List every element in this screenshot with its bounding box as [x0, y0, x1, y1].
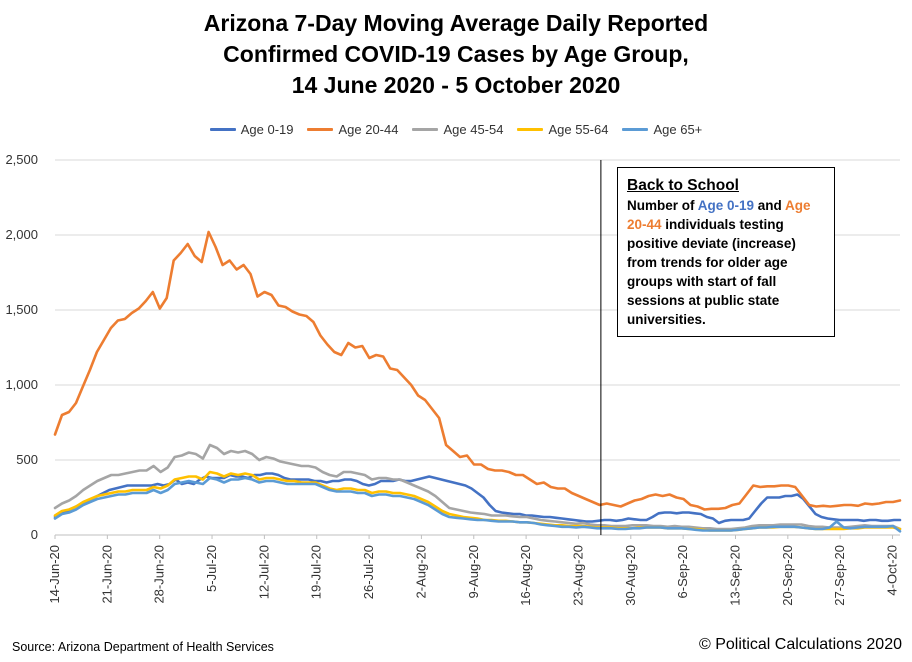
y-tick-label: 1,000: [5, 377, 38, 392]
x-tick-label: 19-Jul-20: [309, 545, 324, 599]
y-tick-label: 2,000: [5, 227, 38, 242]
x-tick-label: 9-Aug-20: [466, 545, 481, 598]
legend-item: Age 55-64: [517, 122, 608, 137]
chart-title-line-3: 14 June 2020 - 5 October 2020: [291, 72, 621, 98]
x-tick-label: 30-Aug-20: [623, 545, 638, 606]
annotation-text-before: Number of: [627, 198, 698, 213]
x-tick-label: 4-Oct-20: [885, 545, 900, 596]
legend-label: Age 55-64: [548, 122, 609, 137]
x-tick-label: 14-Jun-20: [47, 545, 62, 604]
series-lines: [53, 230, 902, 533]
chart-title-line-2: Confirmed COVID-19 Cases by Age Group,: [223, 41, 689, 67]
legend-item: Age 20-44: [307, 122, 398, 137]
series-line-age-20-44: [53, 230, 902, 511]
series-line-age-0-19: [53, 472, 902, 525]
chart-legend: Age 0-19 Age 20-44 Age 45-54 Age 55-64 Age 6…: [0, 122, 912, 137]
series-line-age-45-54: [53, 443, 902, 531]
legend-swatch: [517, 128, 544, 131]
x-tick-label: 23-Aug-20: [570, 545, 585, 606]
legend-swatch: [412, 128, 439, 131]
annotation-highlight-age-0-19: Age 0-19: [697, 198, 755, 213]
y-tick-label: 1,500: [5, 302, 38, 317]
legend-swatch: [209, 128, 236, 131]
legend-item: Age 65+: [622, 122, 702, 137]
annotation-highlight-age-20-44: Age 20-44: [627, 198, 811, 232]
legend-label: Age 65+: [653, 122, 703, 137]
legend-label: Age 20-44: [338, 122, 399, 137]
annotation-text-after: individuals testing positive deviate (in…: [627, 217, 796, 327]
legend-item: Age 45-54: [412, 122, 503, 137]
x-tick-label: 6-Sep-20: [675, 545, 690, 598]
legend-label: Age 45-54: [443, 122, 504, 137]
x-tick-label: 12-Jul-20: [256, 545, 271, 599]
legend-swatch: [622, 128, 649, 131]
x-tick-label: 28-Jun-20: [152, 545, 167, 604]
y-tick-label: 0: [31, 527, 38, 542]
x-tick-label: 27-Sep-20: [832, 545, 847, 606]
legend-label: Age 0-19: [240, 122, 294, 137]
source-note: Source: Arizona Department of Health Ser…: [12, 640, 274, 654]
series-line-age-65-: [53, 476, 902, 533]
x-tick-label: 21-Jun-20: [99, 545, 114, 604]
y-tick-label: 2,500: [5, 152, 38, 167]
chart-title: Arizona 7-Day Moving Average Daily Repor…: [0, 8, 912, 101]
annotation-text-middle: and: [754, 198, 786, 213]
x-tick-label: 13-Sep-20: [727, 545, 742, 606]
axes: 0 500 1,000 1,500 2,000 2,500 14-Jun-20 21-Jun-…: [5, 152, 900, 606]
legend-swatch: [307, 128, 334, 131]
series-line-age-55-64: [53, 470, 902, 532]
back-to-school-annotation: Back to School Number of Age 0-19 and Ag…: [617, 167, 835, 337]
x-tick-label: 2-Aug-20: [413, 545, 428, 598]
chart-title-line-1: Arizona 7-Day Moving Average Daily Repor…: [203, 10, 709, 36]
x-tick-label: 5-Jul-20: [204, 545, 219, 592]
annotation-title: Back to School: [627, 177, 739, 194]
y-tick-label: 500: [16, 452, 38, 467]
x-tick-label: 16-Aug-20: [518, 545, 533, 606]
legend-item: Age 0-19: [209, 122, 294, 137]
x-tick-label: 26-Jul-20: [361, 545, 376, 599]
copyright-note: © Political Calculations 2020: [698, 636, 902, 653]
x-tick-label: 20-Sep-20: [780, 545, 795, 606]
